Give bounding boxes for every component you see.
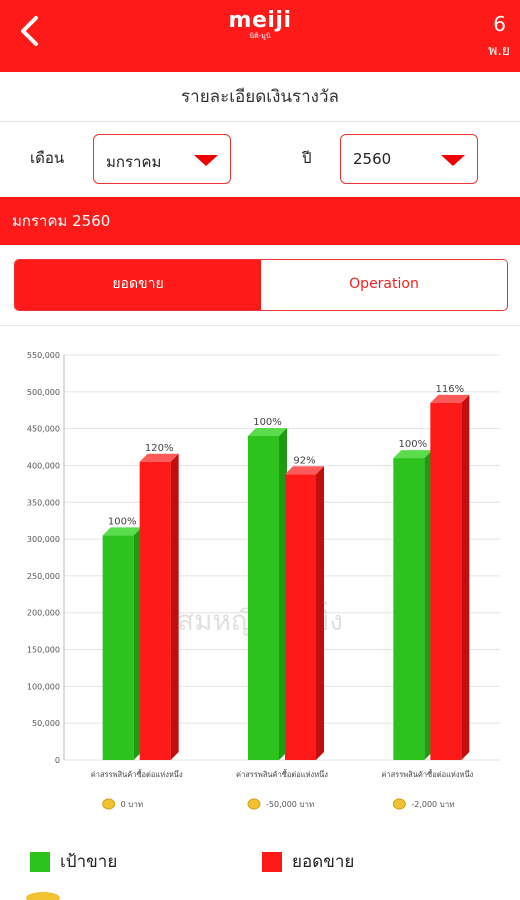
dropdown-arrow-icon xyxy=(194,155,218,166)
x-category-label: ค่าสรรพสินค้าซื้อต่อแห่งหนึ่ง xyxy=(236,769,328,779)
back-chevron-icon[interactable] xyxy=(14,14,48,48)
dropdown-arrow-icon xyxy=(441,155,465,166)
coin-icon xyxy=(102,798,116,810)
coin-icon xyxy=(392,798,406,810)
legend-item-sales: ยอดขาย xyxy=(262,848,354,875)
bar-top xyxy=(285,466,324,475)
year-label: ปี xyxy=(302,149,312,167)
bar xyxy=(285,474,316,760)
app-header: meiji นิติ-มูนิ 6 พ.ย xyxy=(0,0,520,72)
period-bar: มกราคม 2560 xyxy=(0,197,520,245)
y-tick-label: 350,000 xyxy=(27,498,60,507)
coin-icon xyxy=(26,892,60,900)
bar-top xyxy=(430,394,470,403)
bar-side xyxy=(170,453,179,760)
bar-side xyxy=(316,466,324,760)
coin-icon xyxy=(247,798,261,810)
bar-side xyxy=(461,394,470,760)
legend-item-target: เป้าขาย xyxy=(30,848,117,875)
bar-percent-label: 100% xyxy=(108,516,137,527)
reward-amount: -50,000 บาท xyxy=(266,800,314,809)
y-tick-label: 300,000 xyxy=(27,535,60,544)
legend-label-sales: ยอดขาย xyxy=(292,852,355,872)
month-select[interactable]: มกราคม xyxy=(93,134,231,184)
date-month: พ.ย xyxy=(488,43,510,59)
bar-percent-label: 100% xyxy=(253,417,282,428)
month-select-value: มกราคม xyxy=(106,153,162,171)
y-tick-label: 50,000 xyxy=(32,719,60,728)
x-category-label: ค่าสรรพสินค้าซื้อต่อแห่งหนึ่ง xyxy=(91,769,183,779)
sales-bar-chart: 0 50,000 100,000 150,000 200,000 250,000 300,0… xyxy=(27,351,500,810)
bar xyxy=(393,458,425,760)
y-tick-label: 100,000 xyxy=(27,682,60,691)
y-tick-label: 550,000 xyxy=(27,351,60,360)
logo-text: meiji xyxy=(228,8,292,33)
bar-percent-label: 100% xyxy=(399,439,428,450)
tab-operation[interactable]: Operation xyxy=(261,260,507,310)
bar-top xyxy=(139,453,179,462)
bar-top xyxy=(102,527,142,536)
y-tick-label: 250,000 xyxy=(27,572,60,581)
y-tick-label: 200,000 xyxy=(27,609,60,618)
divider xyxy=(0,325,520,326)
bar xyxy=(248,436,279,760)
bar xyxy=(430,402,462,760)
y-tick-label: 450,000 xyxy=(27,425,60,434)
reward-amount: -2,000 บาท xyxy=(411,800,454,809)
date-day: 6 xyxy=(493,12,506,36)
y-tick-label: 150,000 xyxy=(27,646,60,655)
y-tick-label: 0 xyxy=(55,756,60,765)
segment-tabs: ยอดขาย Operation xyxy=(14,259,508,311)
y-tick-label: 500,000 xyxy=(27,388,60,397)
bar-percent-label: 116% xyxy=(436,384,465,395)
legend-swatch-red xyxy=(262,851,282,872)
bar-percent-label: 92% xyxy=(293,455,315,466)
bar-top xyxy=(393,450,433,459)
tab-sales[interactable]: ยอดขาย xyxy=(15,260,261,310)
logo-subtext: นิติ-มูนิ xyxy=(249,32,271,40)
brand-logo: meiji นิติ-มูนิ xyxy=(0,8,520,42)
bar xyxy=(102,535,134,760)
bar-percent-label: 120% xyxy=(145,443,174,454)
legend-label-target: เป้าขาย xyxy=(60,852,118,872)
year-select-value: 2560 xyxy=(353,150,392,168)
reward-amount: 0 บาท xyxy=(121,800,143,809)
month-label: เดือน xyxy=(30,149,65,167)
x-category-label: ค่าสรรพสินค้าซื้อต่อแห่งหนึ่ง xyxy=(381,769,473,779)
bar-top xyxy=(248,428,287,436)
year-select[interactable]: 2560 xyxy=(340,134,478,184)
y-tick-label: 400,000 xyxy=(27,461,60,470)
legend-swatch-green xyxy=(30,851,50,872)
bar xyxy=(139,461,171,760)
page-title: รายละเอียดเงินรางวัล xyxy=(0,72,520,122)
